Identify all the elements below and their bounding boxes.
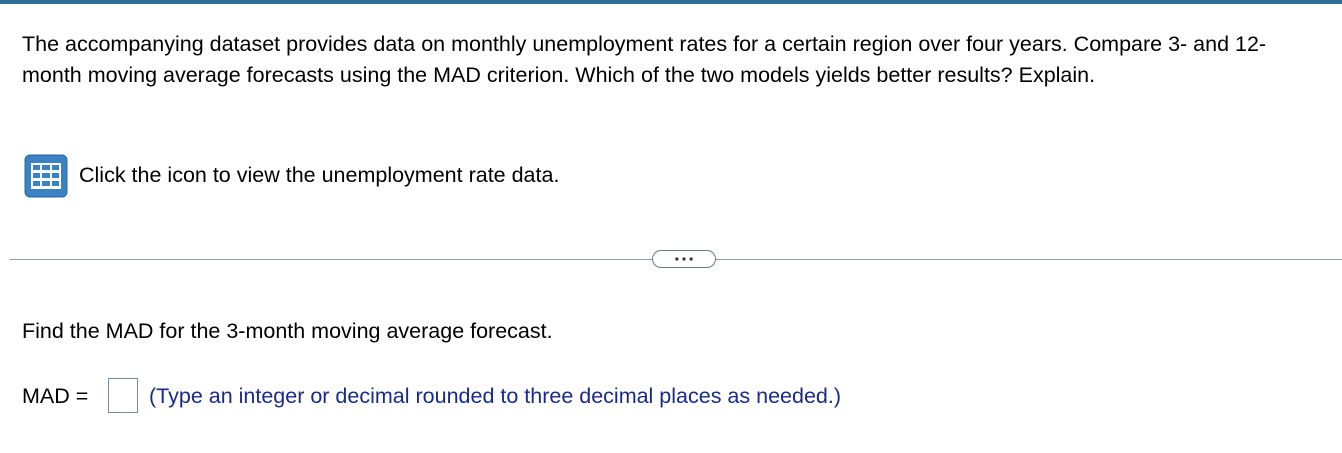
part-prompt: Find the MAD for the 3-month moving aver… <box>22 319 553 343</box>
data-table-icon[interactable] <box>24 154 68 198</box>
answer-label: MAD = <box>22 384 89 408</box>
answer-input[interactable] <box>108 378 138 413</box>
question-text: The accompanying dataset provides data o… <box>22 32 1267 87</box>
expand-button[interactable] <box>652 250 716 268</box>
top-bar <box>0 0 1342 4</box>
answer-hint: (Type an integer or decimal rounded to t… <box>149 384 841 408</box>
data-link-text: Click the icon to view the unemployment … <box>79 163 560 187</box>
